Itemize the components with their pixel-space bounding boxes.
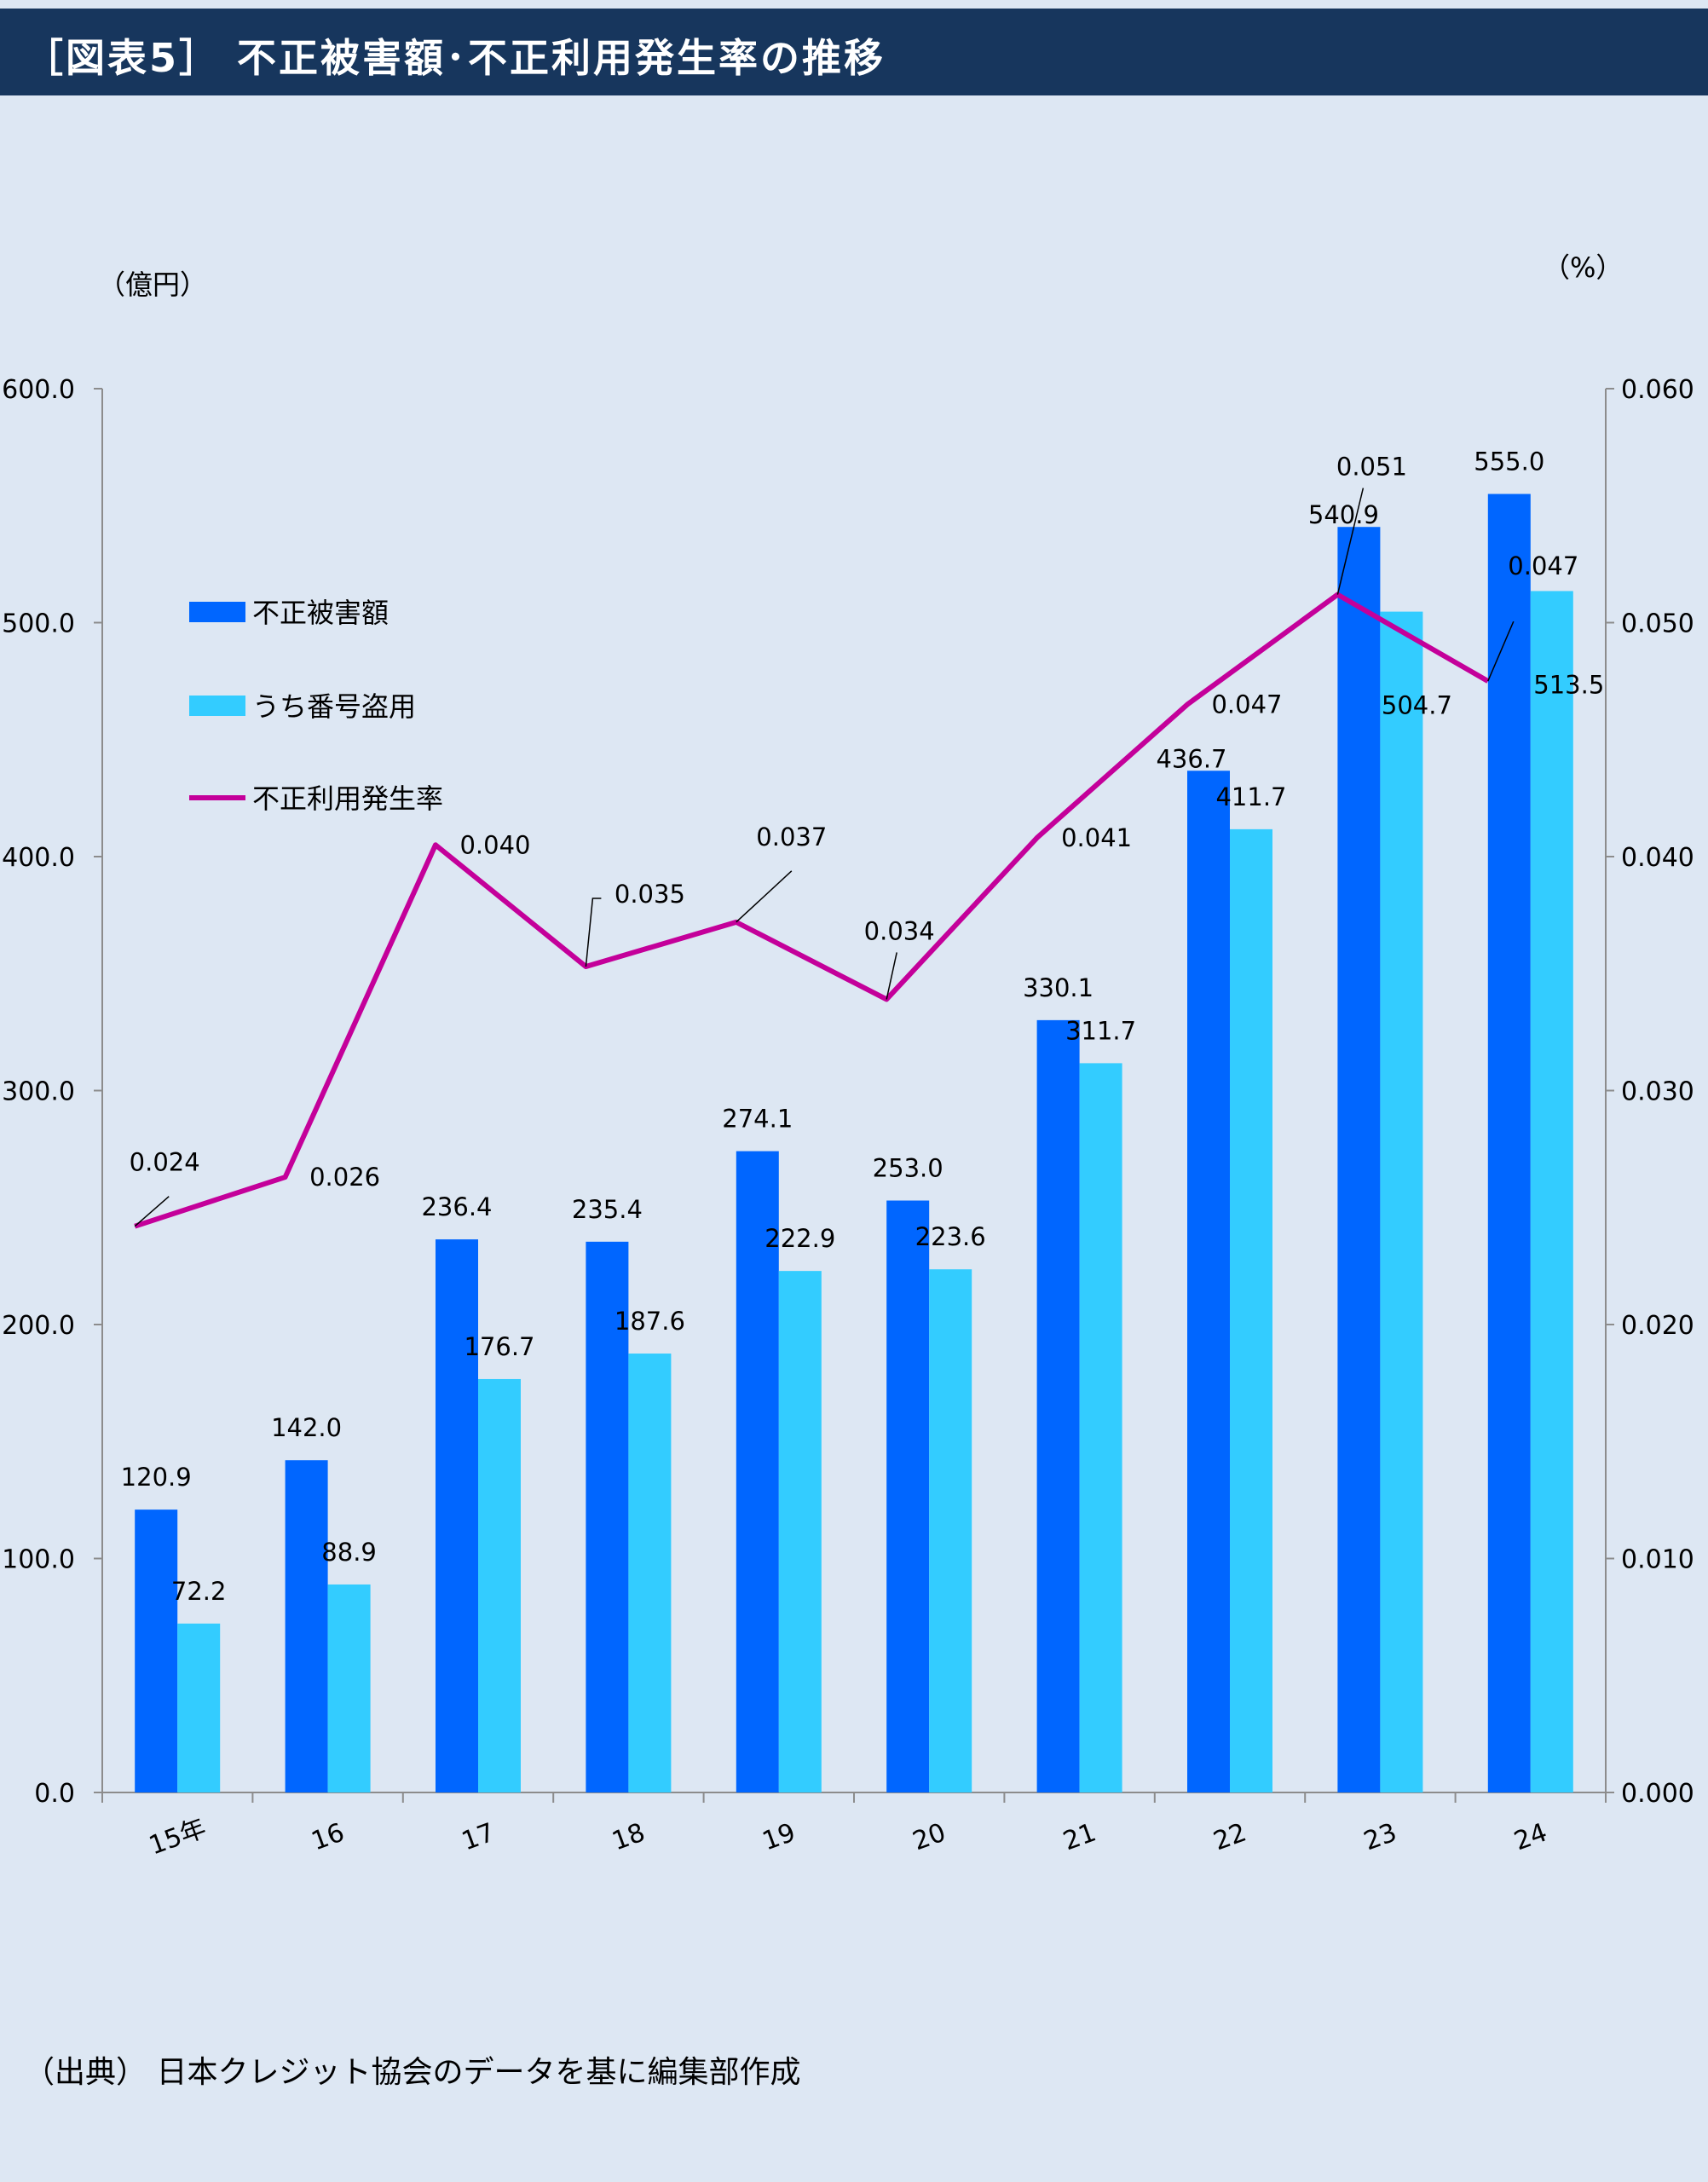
data-label-number-theft: 504.7	[1382, 691, 1452, 720]
x-tick-label: 18	[609, 1817, 649, 1856]
data-label-fraud-rate: 0.026	[309, 1163, 380, 1192]
data-label-fraud-rate: 0.041	[1061, 823, 1132, 852]
line-fraud-rate	[134, 592, 1490, 1229]
data-label-fraud-amount: 236.4	[421, 1192, 492, 1221]
bar-number-theft	[1530, 591, 1573, 1792]
y2-tick-label: 0.030	[1621, 1077, 1694, 1107]
x-tick-label: 17	[458, 1817, 499, 1856]
data-label-fraud-amount: 120.9	[121, 1463, 192, 1492]
bar-fraud-amount	[1187, 771, 1230, 1792]
leader-line	[736, 870, 793, 923]
source-note: （出典） 日本クレジット協会のデータを基に編集部作成	[24, 2055, 801, 2090]
data-label-number-theft: 72.2	[171, 1577, 227, 1606]
y2-tick-label: 0.010	[1621, 1545, 1694, 1575]
bar-fraud-amount	[135, 1510, 178, 1792]
legend-swatch-number-theft	[189, 696, 245, 716]
bar-fraud-amount	[1337, 527, 1381, 1792]
data-label-fraud-amount: 142.0	[271, 1413, 342, 1442]
data-label-number-theft: 411.7	[1215, 782, 1286, 811]
data-label-fraud-amount: 274.1	[722, 1105, 793, 1134]
leader-line	[1487, 621, 1515, 682]
left-axis-unit: （億円）	[98, 268, 207, 301]
data-label-fraud-rate: 0.047	[1211, 690, 1282, 719]
data-label-number-theft: 311.7	[1065, 1016, 1136, 1045]
bar-fraud-amount	[436, 1239, 478, 1792]
bar-fraud-amount	[1036, 1019, 1080, 1792]
y-tick-label: 500.0	[2, 609, 75, 639]
bar-number-theft	[1230, 828, 1272, 1792]
y2-tick-label: 0.020	[1621, 1311, 1694, 1341]
y2-tick-label: 0.000	[1621, 1779, 1694, 1809]
data-label-fraud-amount: 436.7	[1156, 744, 1226, 773]
data-label-fraud-amount: 330.1	[1023, 973, 1093, 1002]
y2-tick-label: 0.060	[1621, 375, 1694, 405]
data-label-fraud-rate: 0.035	[615, 880, 685, 909]
leader-line	[886, 952, 897, 1000]
x-tick-label: 21	[1059, 1817, 1100, 1856]
legend-swatch-fraud-amount	[189, 602, 245, 622]
x-tick-label: 20	[909, 1817, 949, 1856]
chart-title: ［図表5］ 不正被害額･不正利用発生率の推移	[24, 35, 886, 81]
bar-fraud-amount	[886, 1200, 930, 1792]
y-tick-label: 200.0	[2, 1311, 75, 1341]
y-tick-label: 300.0	[2, 1077, 75, 1107]
legend-label-fraud-rate: 不正利用発生率	[252, 782, 443, 815]
data-label-number-theft: 513.5	[1533, 670, 1604, 699]
data-label-number-theft: 223.6	[915, 1222, 986, 1251]
bar-fraud-amount	[586, 1241, 629, 1792]
x-tick-label: 19	[759, 1817, 799, 1856]
data-label-fraud-rate: 0.040	[459, 830, 530, 859]
data-label-fraud-rate: 0.034	[864, 916, 935, 945]
bar-fraud-amount	[1487, 494, 1531, 1792]
x-tick-label: 22	[1209, 1817, 1250, 1856]
data-label-number-theft: 187.6	[615, 1307, 685, 1336]
y-tick-label: 0.0	[34, 1779, 75, 1809]
bar-number-theft	[1079, 1063, 1122, 1792]
x-tick-label: 16	[308, 1817, 349, 1856]
leader-line	[1336, 488, 1365, 595]
legend-label-fraud-amount: 不正被害額	[252, 597, 389, 629]
bar-number-theft	[778, 1271, 822, 1792]
data-label-fraud-rate: 0.024	[130, 1148, 200, 1177]
y-tick-label: 100.0	[2, 1545, 75, 1575]
y-tick-label: 400.0	[2, 843, 75, 873]
right-axis-unit: （%）	[1543, 251, 1623, 284]
data-label-number-theft: 222.9	[765, 1224, 835, 1253]
leader-line	[134, 1196, 170, 1227]
x-tick-label: 15年	[145, 1813, 210, 1861]
bar-fraud-amount	[736, 1151, 779, 1792]
data-label-fraud-rate: 0.047	[1508, 551, 1578, 580]
y2-tick-label: 0.040	[1621, 843, 1694, 873]
data-label-fraud-amount: 235.4	[572, 1195, 643, 1224]
data-label-fraud-rate: 0.051	[1336, 453, 1407, 482]
y-tick-label: 600.0	[2, 375, 75, 405]
bar-number-theft	[478, 1378, 521, 1792]
data-label-number-theft: 88.9	[321, 1538, 377, 1567]
data-label-fraud-amount: 253.0	[873, 1154, 943, 1183]
data-label-number-theft: 176.7	[464, 1332, 534, 1361]
data-label-fraud-amount: 555.0	[1474, 447, 1544, 476]
legend-label-number-theft: うち番号盗用	[252, 690, 416, 723]
bar-number-theft	[327, 1584, 371, 1792]
bar-number-theft	[177, 1623, 221, 1792]
leader-line	[585, 898, 602, 967]
x-tick-label: 24	[1510, 1817, 1551, 1856]
data-label-fraud-rate: 0.037	[756, 823, 827, 851]
header-bar: ［図表5］ 不正被害額･不正利用発生率の推移	[0, 9, 1708, 95]
bar-number-theft	[929, 1269, 972, 1792]
bar-number-theft	[628, 1354, 672, 1792]
x-tick-label: 23	[1360, 1817, 1401, 1856]
data-label-fraud-amount: 540.9	[1308, 500, 1379, 529]
bar-fraud-amount	[285, 1460, 328, 1792]
bar-number-theft	[1380, 611, 1423, 1792]
y2-tick-label: 0.050	[1621, 609, 1694, 639]
